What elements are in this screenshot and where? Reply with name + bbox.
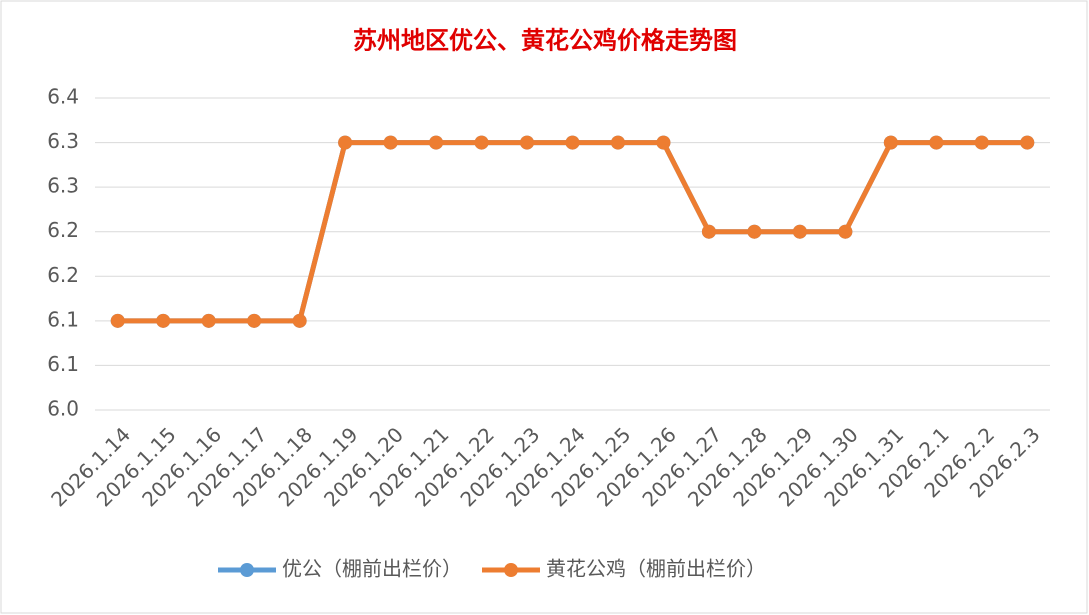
marker: [565, 135, 580, 150]
marker: [610, 135, 625, 150]
marker: [201, 313, 216, 328]
marker: [338, 135, 353, 150]
y-tick-label: 6.2: [47, 263, 79, 287]
y-tick-label: 6.1: [47, 352, 79, 376]
marker: [838, 224, 853, 239]
legend-label: 优公（棚前出栏价）: [282, 557, 462, 581]
y-tick-label: 6.2: [47, 218, 79, 242]
y-tick-label: 6.1: [47, 307, 79, 331]
marker: [520, 135, 535, 150]
marker: [156, 313, 171, 328]
marker: [1020, 135, 1035, 150]
marker: [974, 135, 989, 150]
chart-title: 苏州地区优公、黄花公鸡价格走势图: [353, 26, 737, 55]
y-tick-label: 6.4: [47, 85, 79, 109]
marker: [110, 313, 125, 328]
marker: [701, 224, 716, 239]
marker: [792, 224, 807, 239]
y-tick-label: 6.3: [47, 129, 79, 153]
legend-marker: [240, 563, 254, 577]
marker: [747, 224, 762, 239]
marker: [929, 135, 944, 150]
marker: [656, 135, 671, 150]
y-tick-label: 6.0: [47, 397, 79, 421]
marker: [247, 313, 262, 328]
marker: [429, 135, 444, 150]
marker: [383, 135, 398, 150]
marker: [883, 135, 898, 150]
legend-marker: [504, 563, 518, 577]
y-tick-label: 6.3: [47, 174, 79, 198]
marker: [474, 135, 489, 150]
legend-label: 黄花公鸡（棚前出栏价）: [546, 557, 766, 581]
marker: [292, 313, 307, 328]
